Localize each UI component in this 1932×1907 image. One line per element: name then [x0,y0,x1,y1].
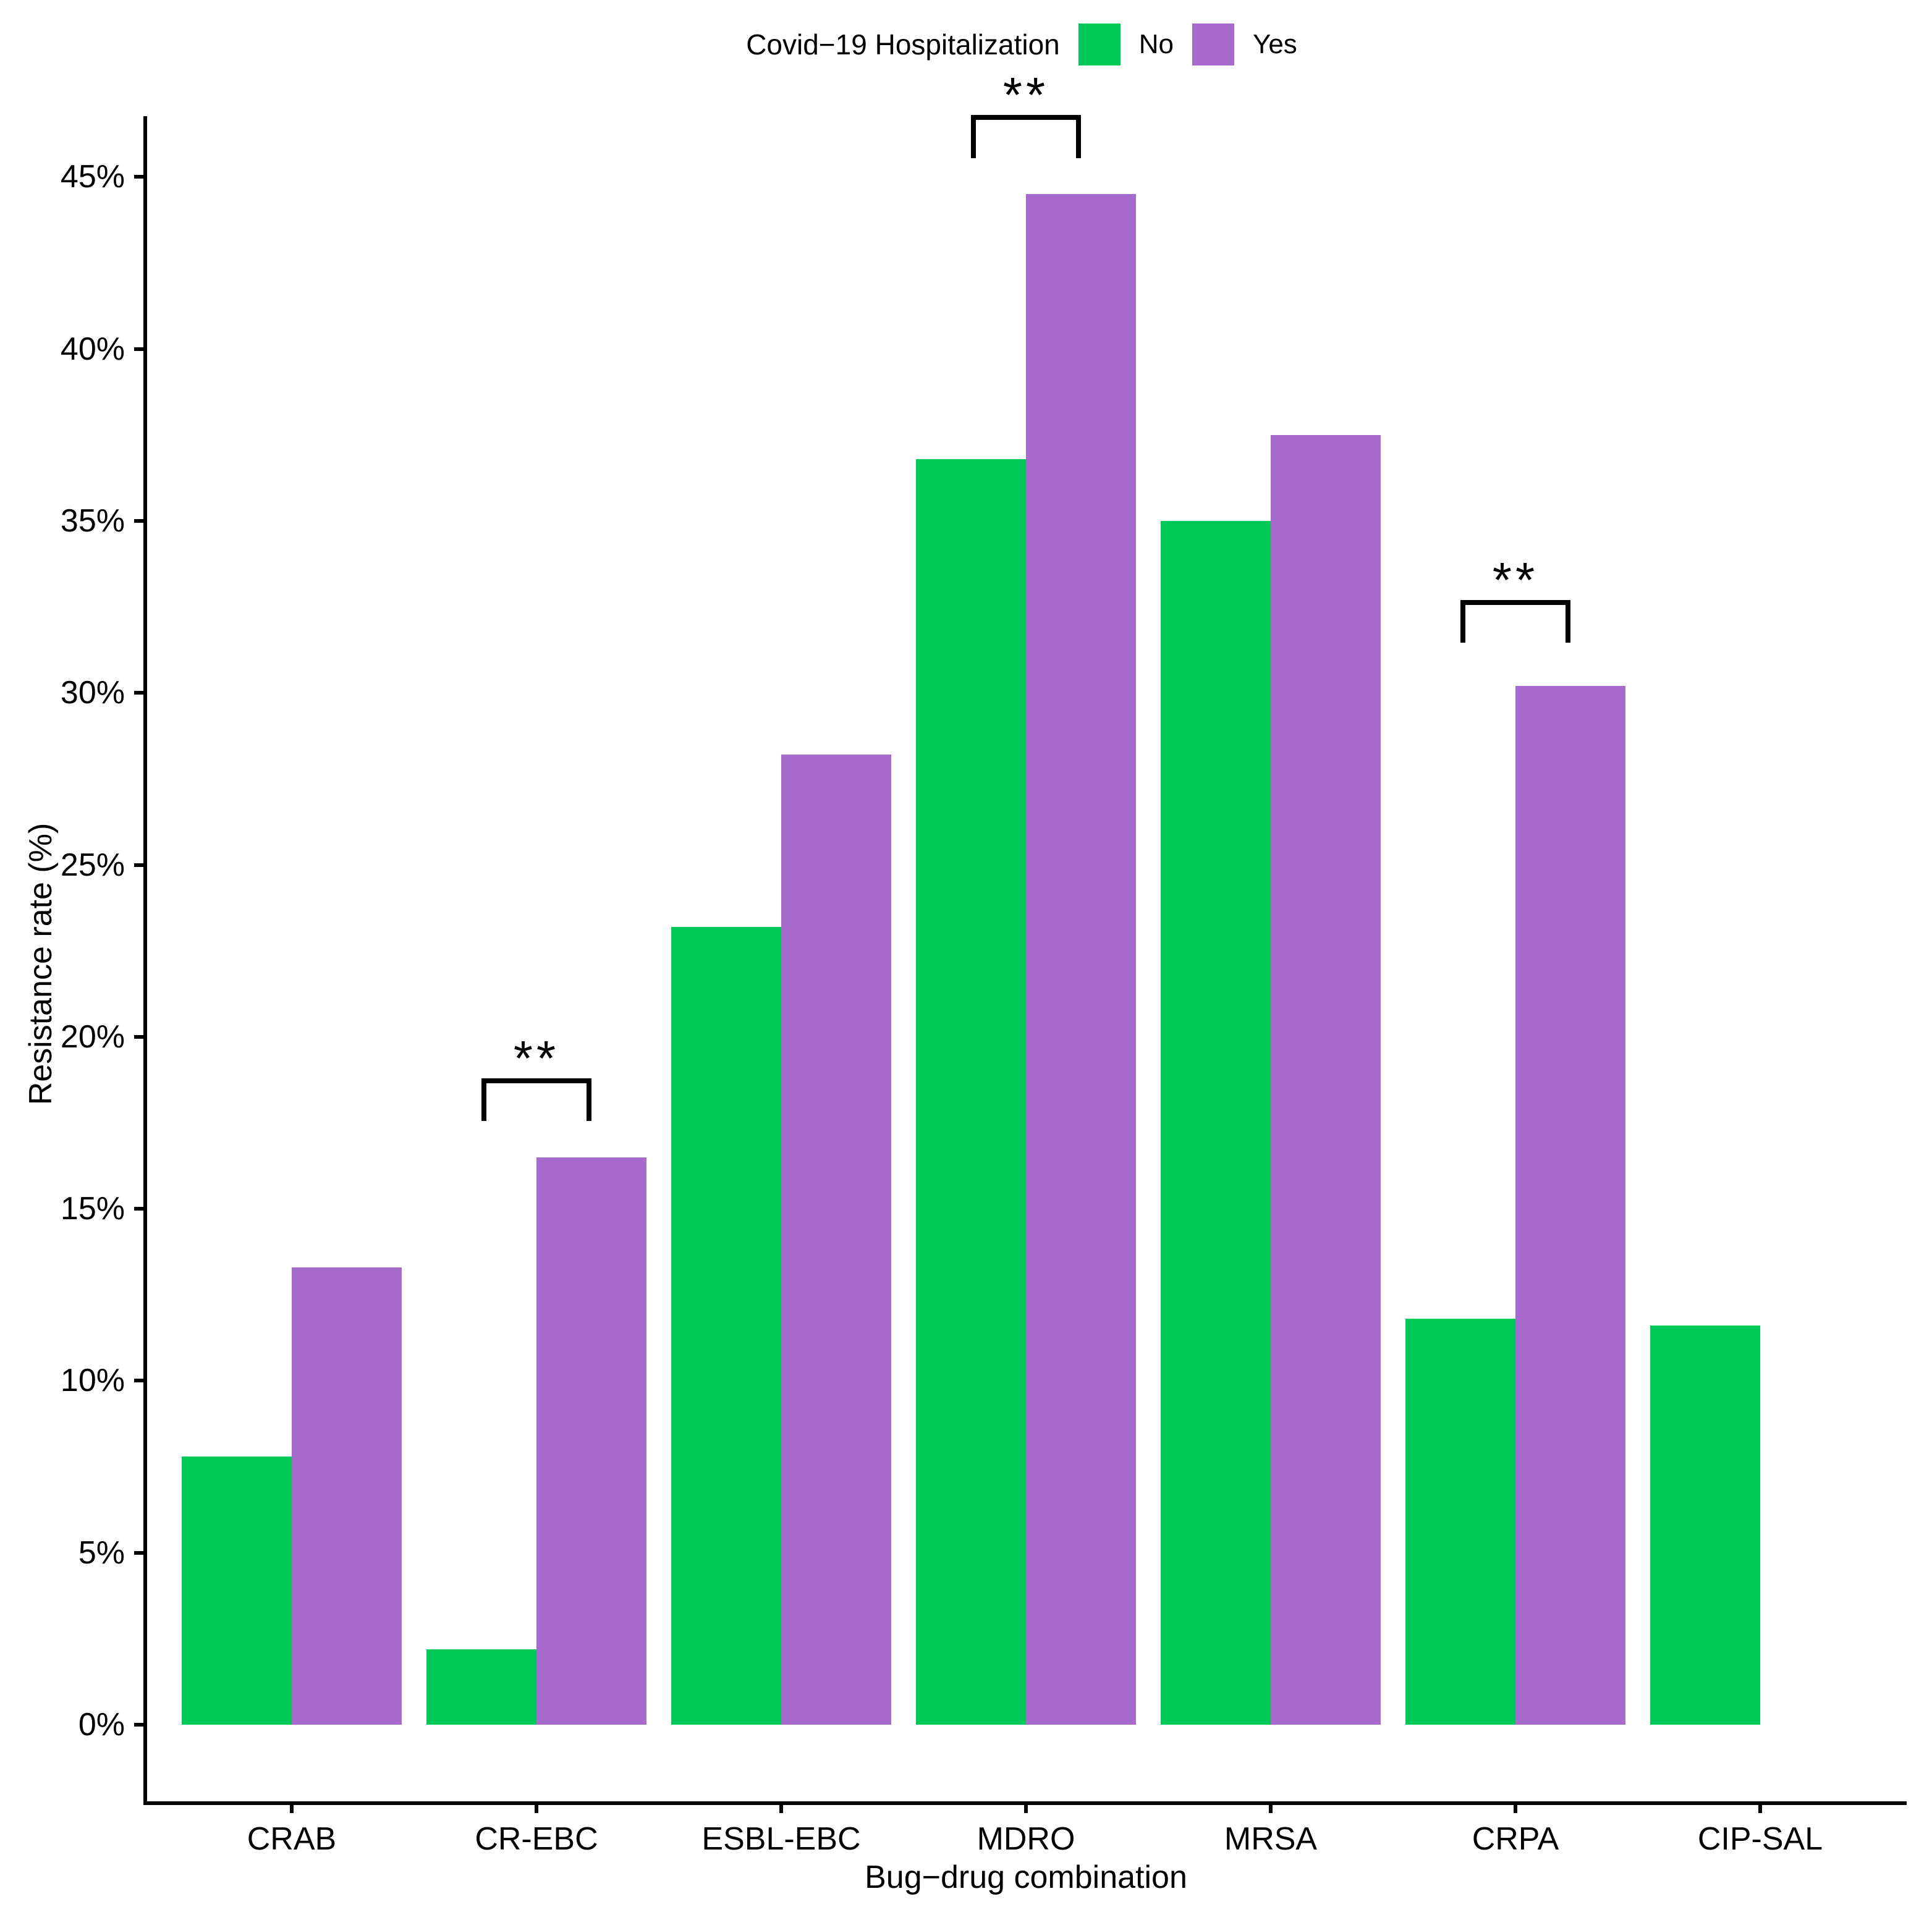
x-axis-title: Bug−drug combination [865,1859,1187,1895]
bar-crab-no [182,1456,292,1725]
bar-cip-sal-no [1650,1326,1760,1725]
y-tick-mark [134,691,143,695]
significance-bracket-leg-left [971,115,976,158]
y-tick-label: 0% [78,1707,125,1743]
significance-bracket-leg-right [1566,599,1570,643]
y-tick-mark [134,518,143,523]
bar-cr-ebc-no [426,1649,536,1725]
y-tick-mark [134,347,143,351]
y-tick-mark [134,1723,143,1727]
x-category-label-crab: CRAB [247,1821,337,1857]
y-tick-label: 15% [60,1191,125,1227]
significance-bracket-leg-right [1076,115,1081,158]
bar-crab-yes [292,1267,402,1725]
x-category-label-mrsa: MRSA [1224,1821,1318,1857]
y-tick-mark [134,863,143,867]
legend: Covid−19 Hospitalization No Yes [56,22,1932,67]
significance-bracket-leg-left [1460,599,1465,643]
x-tick-mark [779,1805,783,1813]
significance-stars-mdro: ** [1002,67,1049,123]
significance-stars-crpa: ** [1492,552,1539,607]
legend-label: Yes [1253,29,1297,59]
x-tick-mark [1758,1805,1762,1813]
y-tick-mark [134,175,143,179]
y-tick-mark [134,1207,143,1211]
y-tick-mark [134,1034,143,1039]
x-category-label-cip-sal: CIP-SAL [1697,1821,1823,1857]
x-category-label-cr-ebc: CR-EBC [475,1821,598,1857]
y-tick-label: 40% [60,331,125,367]
bar-crpa-yes [1515,686,1625,1725]
x-tick-mark [1024,1805,1028,1813]
x-tick-mark [1269,1805,1273,1813]
y-tick-mark [134,1550,143,1555]
y-tick-label: 10% [60,1363,125,1399]
legend-title: Covid−19 Hospitalization [746,28,1060,61]
bar-crpa-no [1405,1319,1515,1725]
y-tick-label: 45% [60,159,125,195]
y-axis-line [143,116,147,1805]
bar-mdro-no [916,459,1026,1725]
x-category-label-esbl-ebc: ESBL-EBC [701,1821,861,1857]
bar-mdro-yes [1026,194,1136,1725]
x-tick-mark [1514,1805,1517,1813]
legend-item-no: No [1078,23,1174,66]
bar-esbl-ebc-yes [781,755,891,1725]
legend-swatch-no [1078,23,1121,66]
x-tick-mark [290,1805,294,1813]
y-tick-label: 25% [60,847,125,883]
significance-bracket-line [481,1078,591,1083]
y-tick-label: 30% [60,675,125,711]
bar-esbl-ebc-no [671,926,781,1725]
bar-mrsa-no [1161,520,1271,1725]
bar-cr-ebc-yes [536,1157,646,1725]
y-tick-label: 35% [60,502,125,539]
significance-bracket-line [971,115,1081,121]
legend-swatch-yes [1192,23,1235,66]
y-tick-label: 5% [78,1534,125,1571]
legend-label: No [1138,29,1174,59]
significance-stars-cr-ebc: ** [513,1030,560,1086]
significance-bracket-line [1460,599,1570,605]
x-category-label-mdro: MDRO [977,1821,1075,1857]
x-tick-mark [535,1805,538,1813]
legend-item-yes: Yes [1192,23,1297,66]
significance-bracket-leg-right [587,1078,591,1122]
x-axis-line [143,1801,1907,1805]
bar-mrsa-yes [1271,434,1381,1725]
significance-bracket-leg-left [481,1078,486,1122]
x-category-label-crpa: CRPA [1472,1821,1559,1857]
y-tick-mark [134,1379,143,1383]
y-tick-label: 20% [60,1018,125,1055]
